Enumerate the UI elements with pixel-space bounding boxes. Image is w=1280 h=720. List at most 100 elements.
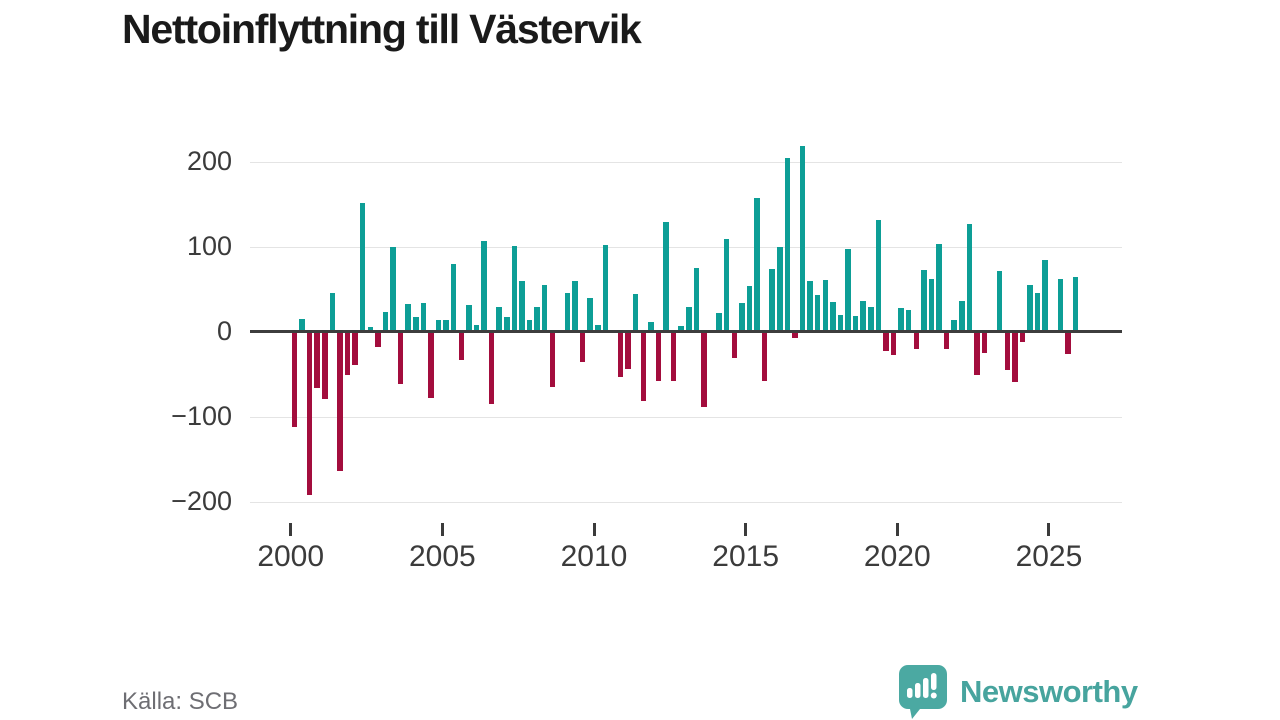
- bar-positive: [602, 244, 609, 332]
- bar-negative: [322, 333, 328, 400]
- bar-negative: [981, 333, 988, 353]
- bar-positive: [951, 319, 957, 332]
- bar-negative: [617, 333, 624, 378]
- bar-negative: [761, 333, 768, 381]
- bar-positive: [723, 238, 730, 332]
- x-axis-tick: [744, 523, 748, 536]
- bar-negative: [375, 333, 381, 348]
- bar-positive: [777, 246, 783, 332]
- bar-negative: [291, 333, 298, 427]
- bar-positive: [959, 300, 965, 332]
- bar-positive: [390, 246, 396, 332]
- bar-positive: [921, 270, 927, 332]
- bar-negative: [1065, 333, 1071, 355]
- newsworthy-brand: Newsworthy: [898, 664, 1138, 720]
- bar-positive: [367, 327, 374, 332]
- bar-negative: [428, 333, 434, 398]
- bar-positive: [519, 280, 525, 332]
- x-axis-label: 2005: [408, 540, 476, 573]
- bar-positive: [837, 315, 844, 332]
- bar-positive: [329, 293, 336, 332]
- bar-positive: [814, 294, 821, 332]
- plot-area: [250, 140, 1122, 525]
- bar-positive: [648, 322, 654, 332]
- bar-positive: [564, 293, 571, 332]
- bar-positive: [754, 198, 760, 332]
- bar-negative: [458, 333, 465, 361]
- bar-positive: [868, 306, 874, 332]
- gridline: [250, 416, 1122, 418]
- x-axis-label: 2010: [560, 540, 628, 573]
- x-axis-tick: [1047, 523, 1051, 536]
- bar-positive: [450, 264, 457, 332]
- bar-negative: [397, 333, 404, 384]
- bar-positive: [526, 319, 533, 332]
- bar-negative: [337, 333, 343, 471]
- bar-positive: [496, 306, 502, 332]
- bar-negative: [731, 333, 738, 358]
- gridline: [250, 246, 1122, 248]
- bar-negative: [943, 333, 950, 350]
- bar-positive: [481, 241, 487, 332]
- bar-positive: [632, 294, 639, 332]
- bar-positive: [807, 280, 813, 332]
- bar-positive: [822, 279, 829, 332]
- bar-positive: [905, 310, 912, 332]
- bar-negative: [913, 333, 919, 350]
- chart-title: Nettoinflyttning till Västervik: [122, 6, 642, 52]
- bar-positive: [678, 325, 684, 332]
- bar-positive: [784, 158, 791, 332]
- bar-positive: [1042, 260, 1048, 332]
- bar-positive: [405, 304, 411, 332]
- x-axis-label: 2020: [863, 540, 931, 573]
- bar-positive: [852, 316, 859, 332]
- bar-negative: [670, 333, 677, 381]
- bar-negative: [1004, 333, 1010, 371]
- bar-positive: [739, 303, 745, 332]
- bar-positive: [587, 298, 593, 332]
- bar-positive: [359, 203, 366, 332]
- bar-positive: [799, 146, 806, 332]
- bar-positive: [435, 320, 442, 332]
- bar-negative: [883, 333, 889, 351]
- x-axis-label: 2025: [1015, 540, 1083, 573]
- bar-negative: [488, 333, 495, 405]
- bar-positive: [716, 312, 722, 332]
- bar-negative: [792, 333, 798, 339]
- bar-positive: [746, 285, 753, 332]
- y-axis-label: −200: [171, 485, 232, 516]
- x-axis-tick: [289, 523, 293, 536]
- gridline: [250, 501, 1122, 503]
- y-axis-label: 100: [186, 230, 232, 261]
- source-note: Källa: SCB: [122, 688, 239, 715]
- bar-negative: [625, 333, 631, 369]
- bar-negative: [1019, 333, 1026, 342]
- bar-positive: [1027, 284, 1033, 332]
- y-axis-label: 200: [186, 145, 232, 176]
- y-axis-label: −100: [171, 400, 232, 431]
- bar-positive: [693, 267, 700, 332]
- bar-positive: [299, 318, 305, 332]
- bar-negative: [352, 333, 358, 366]
- bar-positive: [996, 271, 1003, 332]
- bar-chart-speech-bubble-icon: [899, 665, 947, 719]
- bar-positive: [845, 249, 851, 332]
- bar-negative: [701, 333, 707, 407]
- bar-positive: [595, 324, 601, 332]
- bar-positive: [504, 317, 510, 332]
- bar-positive: [1057, 278, 1064, 332]
- bar-positive: [830, 301, 836, 332]
- bar-negative: [974, 333, 980, 375]
- bar-positive: [413, 317, 419, 332]
- bar-positive: [534, 306, 540, 332]
- bar-positive: [1072, 277, 1079, 332]
- x-axis-tick: [440, 523, 444, 536]
- zero-axis-line: [250, 330, 1122, 333]
- bar-positive: [663, 221, 669, 332]
- x-axis-label: 2015: [712, 540, 780, 573]
- bar-positive: [443, 319, 449, 332]
- bar-negative: [549, 333, 556, 387]
- bar-positive: [769, 268, 775, 332]
- gridline: [250, 161, 1122, 163]
- bar-positive: [928, 278, 935, 332]
